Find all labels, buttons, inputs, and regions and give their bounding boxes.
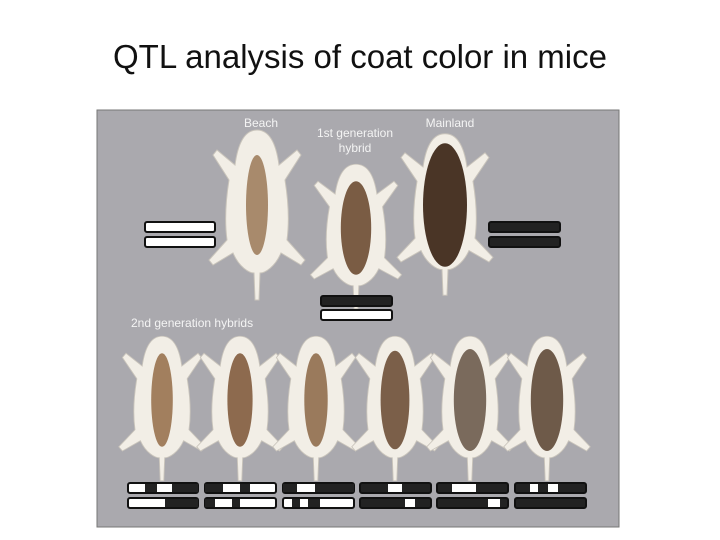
slide-title: QTL analysis of coat color in mice xyxy=(113,38,607,75)
label-mainland: Mainland xyxy=(426,116,475,130)
pelt xyxy=(196,335,284,482)
chromosome-bar xyxy=(488,221,561,233)
chromosome-bar xyxy=(320,309,393,321)
pelt xyxy=(426,335,514,482)
label-beach: Beach xyxy=(244,116,278,130)
chromosome-bar xyxy=(488,236,561,248)
pelt xyxy=(396,133,494,296)
pelt xyxy=(351,335,439,482)
chromosome-bar xyxy=(320,295,393,307)
label-first-gen: hybrid xyxy=(339,141,372,155)
pelt xyxy=(309,163,403,310)
chromosome-bar xyxy=(144,221,216,233)
label-first-gen: 1st generation xyxy=(317,126,393,140)
pelt xyxy=(272,335,360,482)
chromosome-bar xyxy=(144,236,216,248)
pelt xyxy=(118,335,206,482)
pelt xyxy=(208,129,306,301)
genotype-bars xyxy=(127,482,587,509)
label-second-gen: 2nd generation hybrids xyxy=(131,316,253,330)
pelt xyxy=(503,335,591,482)
